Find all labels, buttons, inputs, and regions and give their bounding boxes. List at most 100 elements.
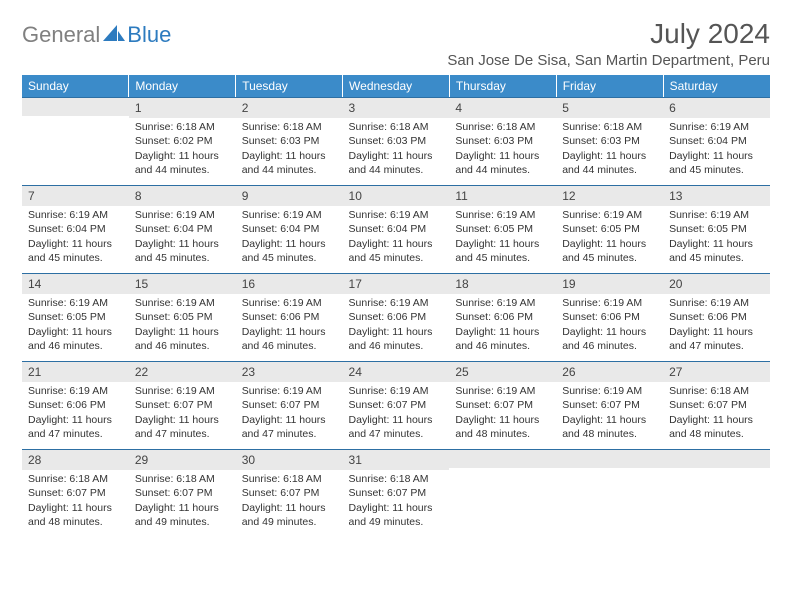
sunset-text: Sunset: 6:07 PM xyxy=(242,486,337,500)
sunrise-text: Sunrise: 6:19 AM xyxy=(349,384,444,398)
day-details: Sunrise: 6:19 AMSunset: 6:05 PMDaylight:… xyxy=(22,294,129,357)
daylight-text: Daylight: 11 hours and 47 minutes. xyxy=(135,413,230,441)
daylight-text: Daylight: 11 hours and 44 minutes. xyxy=(455,149,550,177)
day-number: 30 xyxy=(236,449,343,470)
day-number: 13 xyxy=(663,185,770,206)
daylight-text: Daylight: 11 hours and 48 minutes. xyxy=(28,501,123,529)
calendar-cell: 18Sunrise: 6:19 AMSunset: 6:06 PMDayligh… xyxy=(449,273,556,361)
daylight-text: Daylight: 11 hours and 45 minutes. xyxy=(349,237,444,265)
calendar-cell: 29Sunrise: 6:18 AMSunset: 6:07 PMDayligh… xyxy=(129,449,236,537)
sunset-text: Sunset: 6:07 PM xyxy=(455,398,550,412)
day-number: 9 xyxy=(236,185,343,206)
daylight-text: Daylight: 11 hours and 45 minutes. xyxy=(28,237,123,265)
calendar-row: 1Sunrise: 6:18 AMSunset: 6:02 PMDaylight… xyxy=(22,97,770,185)
sunset-text: Sunset: 6:06 PM xyxy=(562,310,657,324)
empty-day-header xyxy=(663,449,770,468)
daylight-text: Daylight: 11 hours and 46 minutes. xyxy=(349,325,444,353)
sunrise-text: Sunrise: 6:18 AM xyxy=(562,120,657,134)
daylight-text: Daylight: 11 hours and 44 minutes. xyxy=(349,149,444,177)
calendar-cell: 10Sunrise: 6:19 AMSunset: 6:04 PMDayligh… xyxy=(343,185,450,273)
day-details: Sunrise: 6:19 AMSunset: 6:04 PMDaylight:… xyxy=(236,206,343,269)
day-details: Sunrise: 6:18 AMSunset: 6:07 PMDaylight:… xyxy=(129,470,236,533)
day-details: Sunrise: 6:19 AMSunset: 6:04 PMDaylight:… xyxy=(343,206,450,269)
calendar-header-row: SundayMondayTuesdayWednesdayThursdayFrid… xyxy=(22,75,770,97)
sunrise-text: Sunrise: 6:18 AM xyxy=(349,120,444,134)
day-details: Sunrise: 6:19 AMSunset: 6:05 PMDaylight:… xyxy=(663,206,770,269)
daylight-text: Daylight: 11 hours and 47 minutes. xyxy=(669,325,764,353)
calendar-cell: 6Sunrise: 6:19 AMSunset: 6:04 PMDaylight… xyxy=(663,97,770,185)
calendar-cell: 22Sunrise: 6:19 AMSunset: 6:07 PMDayligh… xyxy=(129,361,236,449)
sunrise-text: Sunrise: 6:19 AM xyxy=(242,296,337,310)
day-number: 27 xyxy=(663,361,770,382)
day-details: Sunrise: 6:19 AMSunset: 6:04 PMDaylight:… xyxy=(129,206,236,269)
day-details: Sunrise: 6:19 AMSunset: 6:04 PMDaylight:… xyxy=(22,206,129,269)
daylight-text: Daylight: 11 hours and 46 minutes. xyxy=(455,325,550,353)
sunset-text: Sunset: 6:05 PM xyxy=(562,222,657,236)
day-details: Sunrise: 6:19 AMSunset: 6:05 PMDaylight:… xyxy=(129,294,236,357)
daylight-text: Daylight: 11 hours and 45 minutes. xyxy=(135,237,230,265)
location-subtitle: San Jose De Sisa, San Martin Department,… xyxy=(447,52,770,69)
day-details: Sunrise: 6:19 AMSunset: 6:07 PMDaylight:… xyxy=(236,382,343,445)
sunset-text: Sunset: 6:07 PM xyxy=(669,398,764,412)
daylight-text: Daylight: 11 hours and 45 minutes. xyxy=(242,237,337,265)
empty-day-header xyxy=(449,449,556,468)
daylight-text: Daylight: 11 hours and 44 minutes. xyxy=(135,149,230,177)
day-details: Sunrise: 6:19 AMSunset: 6:05 PMDaylight:… xyxy=(556,206,663,269)
daylight-text: Daylight: 11 hours and 49 minutes. xyxy=(135,501,230,529)
day-details: Sunrise: 6:18 AMSunset: 6:03 PMDaylight:… xyxy=(343,118,450,181)
weekday-header: Friday xyxy=(556,75,663,97)
sunrise-text: Sunrise: 6:19 AM xyxy=(28,208,123,222)
sunrise-text: Sunrise: 6:19 AM xyxy=(562,296,657,310)
day-details: Sunrise: 6:18 AMSunset: 6:07 PMDaylight:… xyxy=(663,382,770,445)
sunset-text: Sunset: 6:07 PM xyxy=(562,398,657,412)
daylight-text: Daylight: 11 hours and 45 minutes. xyxy=(562,237,657,265)
day-details: Sunrise: 6:19 AMSunset: 6:07 PMDaylight:… xyxy=(556,382,663,445)
sunrise-text: Sunrise: 6:18 AM xyxy=(242,120,337,134)
sunset-text: Sunset: 6:06 PM xyxy=(349,310,444,324)
sunset-text: Sunset: 6:07 PM xyxy=(242,398,337,412)
day-number: 11 xyxy=(449,185,556,206)
calendar-cell: 12Sunrise: 6:19 AMSunset: 6:05 PMDayligh… xyxy=(556,185,663,273)
day-details: Sunrise: 6:18 AMSunset: 6:03 PMDaylight:… xyxy=(556,118,663,181)
calendar-cell: 14Sunrise: 6:19 AMSunset: 6:05 PMDayligh… xyxy=(22,273,129,361)
day-number: 5 xyxy=(556,97,663,118)
day-number: 25 xyxy=(449,361,556,382)
day-details: Sunrise: 6:18 AMSunset: 6:07 PMDaylight:… xyxy=(22,470,129,533)
day-number: 1 xyxy=(129,97,236,118)
empty-day-header xyxy=(556,449,663,468)
sunrise-text: Sunrise: 6:18 AM xyxy=(455,120,550,134)
calendar-cell xyxy=(556,449,663,537)
daylight-text: Daylight: 11 hours and 48 minutes. xyxy=(562,413,657,441)
sunrise-text: Sunrise: 6:19 AM xyxy=(562,384,657,398)
day-number: 20 xyxy=(663,273,770,294)
calendar-body: 1Sunrise: 6:18 AMSunset: 6:02 PMDaylight… xyxy=(22,97,770,537)
sunrise-text: Sunrise: 6:19 AM xyxy=(669,208,764,222)
day-number: 23 xyxy=(236,361,343,382)
day-details: Sunrise: 6:19 AMSunset: 6:07 PMDaylight:… xyxy=(343,382,450,445)
day-details: Sunrise: 6:19 AMSunset: 6:07 PMDaylight:… xyxy=(129,382,236,445)
weekday-header: Thursday xyxy=(449,75,556,97)
sunset-text: Sunset: 6:04 PM xyxy=(669,134,764,148)
day-number: 6 xyxy=(663,97,770,118)
weekday-header: Sunday xyxy=(22,75,129,97)
page-header: General Blue July 2024 San Jose De Sisa,… xyxy=(22,18,770,69)
day-details: Sunrise: 6:19 AMSunset: 6:06 PMDaylight:… xyxy=(236,294,343,357)
calendar-row: 28Sunrise: 6:18 AMSunset: 6:07 PMDayligh… xyxy=(22,449,770,537)
sunset-text: Sunset: 6:07 PM xyxy=(349,398,444,412)
calendar-cell: 15Sunrise: 6:19 AMSunset: 6:05 PMDayligh… xyxy=(129,273,236,361)
calendar-cell xyxy=(449,449,556,537)
day-number: 28 xyxy=(22,449,129,470)
calendar-cell: 27Sunrise: 6:18 AMSunset: 6:07 PMDayligh… xyxy=(663,361,770,449)
sunset-text: Sunset: 6:05 PM xyxy=(28,310,123,324)
sunset-text: Sunset: 6:02 PM xyxy=(135,134,230,148)
calendar-cell: 11Sunrise: 6:19 AMSunset: 6:05 PMDayligh… xyxy=(449,185,556,273)
sunrise-text: Sunrise: 6:18 AM xyxy=(242,472,337,486)
calendar-cell: 28Sunrise: 6:18 AMSunset: 6:07 PMDayligh… xyxy=(22,449,129,537)
sunset-text: Sunset: 6:07 PM xyxy=(135,486,230,500)
calendar-cell: 4Sunrise: 6:18 AMSunset: 6:03 PMDaylight… xyxy=(449,97,556,185)
day-number: 10 xyxy=(343,185,450,206)
daylight-text: Daylight: 11 hours and 49 minutes. xyxy=(242,501,337,529)
day-details: Sunrise: 6:18 AMSunset: 6:03 PMDaylight:… xyxy=(236,118,343,181)
day-number: 18 xyxy=(449,273,556,294)
brand-text-general: General xyxy=(22,22,100,48)
